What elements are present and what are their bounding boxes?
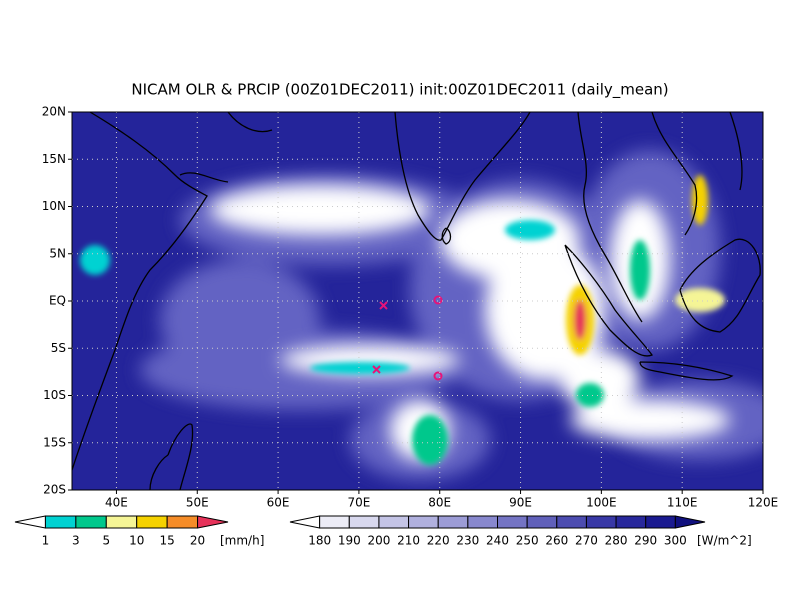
lat-tick-label: 15N (42, 152, 66, 166)
lat-tick-label: 20S (43, 483, 66, 497)
lon-tick-label: 80E (428, 496, 451, 510)
colorbar-label: 3 (72, 534, 80, 548)
lon-tick-label: 90E (509, 496, 532, 510)
colorbar-label: 250 (516, 534, 539, 548)
colorbar-swatch (378, 515, 410, 529)
map-title: NICAM OLR & PRCIP (00Z01DEC2011) init:00… (131, 81, 668, 100)
lon-tick-label: 50E (186, 496, 209, 510)
colorbar-label: 260 (545, 534, 568, 548)
colorbar-label: 15 (160, 534, 175, 548)
colorbar-swatch (319, 515, 350, 529)
colorbar-swatch (437, 515, 469, 529)
colorbar-triangle (197, 515, 229, 529)
colorbar-unit: [mm/h] (220, 534, 264, 548)
colorbar-swatch (105, 515, 138, 529)
colorbar-triangle (289, 515, 321, 529)
colorbar-unit: [W/m^2] (697, 534, 752, 548)
colorbar-swatch (348, 515, 380, 529)
map-field (72, 112, 763, 490)
colorbar-swatch (408, 515, 439, 529)
lat-tick-label: 10N (42, 199, 66, 213)
colorbar-swatch (75, 515, 107, 529)
colorbar-label: 10 (129, 534, 144, 548)
colorbar-label: 230 (456, 534, 479, 548)
colorbar-label: 180 (308, 534, 331, 548)
lat-tick-label: 5N (49, 246, 66, 260)
colorbar-swatch (44, 515, 77, 529)
lon-tick-label: 100E (586, 496, 617, 510)
colorbar-label: 300 (664, 534, 687, 548)
colorbar-swatch (615, 515, 647, 529)
lon-tick-label: 110E (667, 496, 698, 510)
colorbar-swatch (556, 515, 587, 529)
lat-tick-label: 20N (42, 105, 66, 119)
lat-tick-label: 15S (43, 435, 66, 449)
colorbar-triangle (14, 515, 46, 529)
colorbar-label: 210 (397, 534, 420, 548)
colorbar-label: 1 (42, 534, 50, 548)
colorbar-label: 270 (575, 534, 598, 548)
colorbar-label: 190 (338, 534, 361, 548)
lat-tick-label: 10S (43, 388, 66, 402)
colorbar-label: 240 (486, 534, 509, 548)
lon-tick-label: 120E (748, 496, 779, 510)
colorbar-label: 200 (367, 534, 390, 548)
colorbar-swatch (136, 515, 168, 529)
colorbar-swatch (166, 515, 199, 529)
colorbar-swatch (497, 515, 528, 529)
colorbar-swatch (645, 515, 676, 529)
colorbar-swatch (526, 515, 558, 529)
lat-tick-label: EQ (49, 294, 66, 308)
colorbar-label: 290 (634, 534, 657, 548)
colorbar-label: 20 (190, 534, 205, 548)
lon-tick-label: 60E (267, 496, 290, 510)
colorbar-swatch (467, 515, 499, 529)
lon-tick-label: 70E (347, 496, 370, 510)
colorbar-label: 220 (427, 534, 450, 548)
colorbar-label: 280 (605, 534, 628, 548)
colorbar-label: 5 (102, 534, 110, 548)
colorbar-swatch (585, 515, 617, 529)
lat-tick-label: 5S (51, 341, 66, 355)
lon-tick-label: 40E (105, 496, 128, 510)
colorbar-triangle (674, 515, 706, 529)
